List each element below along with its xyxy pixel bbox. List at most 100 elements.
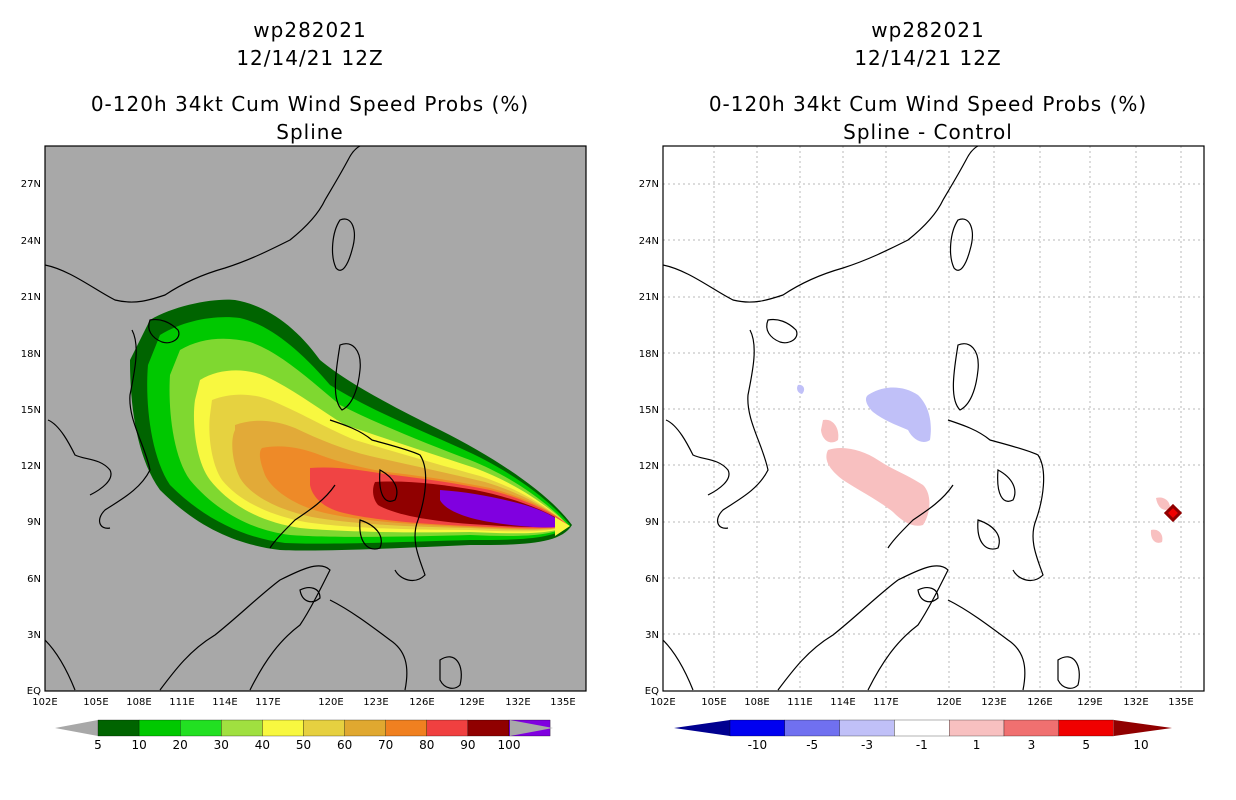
- colorbar-label: -5: [806, 738, 819, 752]
- colorbar-cell: [729, 719, 785, 737]
- lon-tick-135e: 135E: [550, 697, 575, 708]
- r-lon-tick-120e: 120E: [936, 697, 961, 708]
- colorbar-label: 70: [378, 738, 394, 752]
- right-colorbar-high-arrow: [1114, 720, 1172, 736]
- r-lon-tick-126e: 126E: [1027, 697, 1052, 708]
- colorbar-cell: [344, 719, 386, 737]
- colorbar-cell: [303, 719, 345, 737]
- colorbar-label: -10: [747, 738, 768, 752]
- lat-tick-eq: EQ: [27, 686, 41, 697]
- colorbar-cell: [262, 719, 304, 737]
- left-title-2: 12/14/21 12Z: [236, 46, 384, 70]
- r-lat-tick-3n: 3N: [645, 630, 659, 641]
- lat-tick-18n: 18N: [21, 349, 41, 360]
- right-lon-ticks: 102E 105E 108E 111E 114E 117E 120E 123E …: [650, 697, 1193, 708]
- left-colorbar-low-arrow: [55, 720, 98, 736]
- r-lon-tick-123e: 123E: [981, 697, 1006, 708]
- right-title-4: Spline - Control: [843, 120, 1013, 144]
- diff-negative-dot: [797, 384, 805, 394]
- left-colorbar: [55, 719, 553, 737]
- colorbar-cell: [839, 719, 895, 737]
- lon-tick-111e: 111E: [169, 697, 194, 708]
- colorbar-cell: [894, 719, 950, 737]
- r-lon-tick-117e: 117E: [873, 697, 898, 708]
- lat-tick-3n: 3N: [27, 630, 41, 641]
- lat-tick-21n: 21N: [21, 292, 41, 303]
- right-colorbar-cells: [729, 719, 1114, 737]
- storm-center-marker: [555, 517, 570, 536]
- diff-positive-region-4: [1150, 529, 1163, 543]
- lat-tick-24n: 24N: [21, 236, 41, 247]
- right-colorbar: [674, 719, 1172, 737]
- r-lon-tick-105e: 105E: [701, 697, 726, 708]
- colorbar-label: 5: [1082, 738, 1090, 752]
- colorbar-cell: [426, 719, 469, 737]
- colorbar-cell: [784, 719, 840, 737]
- r-lat-tick-15n: 15N: [639, 405, 659, 416]
- lon-tick-123e: 123E: [363, 697, 388, 708]
- right-map: 27N 24N 21N 18N 15N 12N 9N 6N 3N EQ 102E…: [639, 145, 1205, 708]
- colorbar-cell: [467, 719, 510, 737]
- colorbar-cell: [221, 719, 263, 737]
- r-lon-tick-102e: 102E: [650, 697, 675, 708]
- r-lon-tick-111e: 111E: [787, 697, 812, 708]
- colorbar-label: -3: [861, 738, 873, 752]
- colorbar-cell: [138, 719, 181, 737]
- colorbar-label: 20: [172, 738, 188, 752]
- left-map: 27N 24N 21N 18N 15N 12N 9N 6N 3N EQ 102E…: [21, 145, 587, 708]
- colorbar-label: 10: [1133, 738, 1149, 752]
- r-lat-tick-9n: 9N: [645, 517, 659, 528]
- colorbar-label: 3: [1027, 738, 1036, 752]
- lat-tick-9n: 9N: [27, 517, 41, 528]
- colorbar-cell: [1003, 719, 1059, 737]
- colorbar-cell: [949, 719, 1005, 737]
- colorbar-label: 30: [213, 738, 229, 752]
- left-title-1: wp282021: [253, 18, 367, 42]
- lon-tick-120e: 120E: [318, 697, 343, 708]
- diff-max-marker: [1163, 503, 1183, 523]
- lon-tick-105e: 105E: [83, 697, 108, 708]
- r-lat-tick-eq: EQ: [645, 686, 659, 697]
- lon-tick-132e: 132E: [505, 697, 530, 708]
- colorbar-cell: [385, 719, 427, 737]
- diff-positive-region-2: [826, 448, 930, 526]
- colorbar-label: 40: [254, 738, 271, 752]
- r-lat-tick-27n: 27N: [639, 179, 659, 190]
- colorbar-label: 1: [972, 738, 981, 752]
- lat-tick-6n: 6N: [27, 574, 41, 585]
- right-coastlines: [663, 146, 1080, 691]
- left-lon-ticks: 102E 105E 108E 111E 114E 117E 120E 123E …: [32, 697, 575, 708]
- diff-negative-region: [865, 387, 931, 442]
- lon-tick-117e: 117E: [255, 697, 280, 708]
- left-probability-field: [130, 299, 572, 551]
- lon-tick-114e: 114E: [212, 697, 237, 708]
- right-title-1: wp282021: [871, 18, 985, 42]
- colorbar-cell: [1058, 719, 1114, 737]
- r-lat-tick-24n: 24N: [639, 236, 659, 247]
- colorbar-cell: [180, 719, 222, 737]
- r-lon-tick-135e: 135E: [1168, 697, 1193, 708]
- right-difference-field: [797, 384, 1183, 543]
- lon-tick-102e: 102E: [32, 697, 57, 708]
- right-lat-ticks: 27N 24N 21N 18N 15N 12N 9N 6N 3N EQ: [639, 179, 659, 697]
- r-lon-tick-108e: 108E: [744, 697, 769, 708]
- colorbar-cell: [97, 719, 140, 737]
- right-map-background: [663, 146, 1204, 691]
- colorbar-label: 50: [295, 738, 312, 752]
- r-lat-tick-21n: 21N: [639, 292, 659, 303]
- left-coastlines: [45, 146, 462, 691]
- colorbar-label: 80: [419, 738, 435, 752]
- colorbar-label: 90: [460, 738, 476, 752]
- r-lat-tick-18n: 18N: [639, 349, 659, 360]
- diff-positive-region-1: [821, 419, 839, 443]
- r-lat-tick-6n: 6N: [645, 574, 659, 585]
- colorbar-label: 10: [131, 738, 147, 752]
- r-lon-tick-132e: 132E: [1123, 697, 1148, 708]
- colorbar-label: 5: [94, 738, 102, 752]
- prob-90-contour: [440, 490, 565, 528]
- lon-tick-126e: 126E: [409, 697, 434, 708]
- lat-tick-12n: 12N: [21, 461, 41, 472]
- diff-positive-region-3: [1156, 497, 1170, 510]
- left-colorbar-cells: [97, 719, 551, 737]
- r-lon-tick-114e: 114E: [830, 697, 855, 708]
